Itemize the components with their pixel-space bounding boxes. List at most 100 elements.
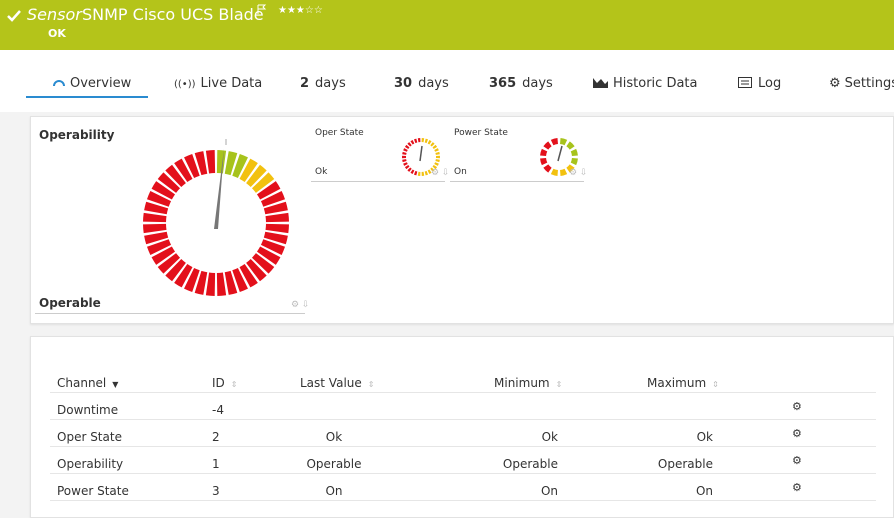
maximum: Operable	[657, 457, 713, 471]
gauge-underline	[450, 181, 584, 182]
gauge-segment	[165, 258, 186, 282]
gauge-segment	[435, 159, 440, 163]
channel-name[interactable]: Downtime	[57, 403, 119, 417]
gauge-segment	[404, 165, 410, 170]
sensor-title: SNMP Cisco UCS Blade	[82, 5, 264, 24]
sort-arrow[interactable]: ⇕	[712, 380, 719, 389]
sort-arrow[interactable]: ⇕	[555, 380, 563, 389]
tab-settings[interactable]: ⚙ Settings	[829, 76, 894, 91]
gauge-segment	[402, 159, 407, 163]
gauge-segment	[144, 201, 169, 215]
gauge-segment	[403, 162, 408, 166]
gauge-segment	[421, 138, 425, 143]
gauge-segment	[421, 171, 425, 176]
column-header[interactable]: Minimum ⇕	[494, 376, 563, 390]
sort-arrow[interactable]: ⇕	[367, 380, 375, 389]
gauge-segment	[407, 167, 412, 172]
sensor-prefix: Sensor	[27, 5, 82, 24]
gauge-segment	[570, 148, 578, 156]
column-header[interactable]: ID ⇕	[212, 376, 238, 390]
gauge-needle	[419, 145, 423, 162]
gauge-segment	[263, 231, 288, 245]
gauge-segment	[232, 153, 248, 179]
tab-2-days[interactable]: 2 days	[300, 76, 346, 91]
gauge-segment	[427, 169, 432, 175]
gauge-segment	[550, 138, 558, 146]
gauge-segment	[239, 263, 258, 288]
gauge-segment	[224, 151, 238, 176]
icon	[593, 78, 608, 88]
gauge-segment	[216, 272, 227, 296]
gauge-segment	[184, 153, 200, 179]
gauge-segment	[246, 164, 267, 188]
svg-text:★★★☆☆: ★★★☆☆	[278, 5, 323, 16]
gauge-segment	[427, 139, 432, 145]
sensor-status: OK	[48, 27, 66, 40]
column-header[interactable]: Last Value ⇕	[300, 376, 375, 390]
gauge-segment	[540, 158, 548, 166]
column-header[interactable]: Channel ▼	[57, 376, 119, 390]
header: Sensor SNMP Cisco UCS Blade ★★★☆☆ OK	[0, 0, 894, 50]
sort-arrow[interactable]: ▼	[112, 380, 119, 389]
gauge-segment	[144, 231, 169, 245]
channel-name[interactable]: Oper State	[57, 430, 122, 444]
gauge-tools[interactable]: ⚙ ⇩	[569, 168, 587, 178]
tab-label: Log	[758, 76, 782, 91]
tab-log[interactable]: Log	[738, 76, 781, 91]
tab-overview[interactable]: Overview	[52, 76, 131, 91]
tab-count: 30	[394, 76, 413, 91]
gauge-segment	[157, 172, 181, 193]
tab-30-days[interactable]: 30 days	[394, 76, 449, 91]
icon: ⚙	[829, 76, 841, 91]
channel-name[interactable]: Power State	[57, 484, 129, 498]
gauge-segment	[402, 151, 407, 155]
gauge-underline	[311, 181, 445, 182]
gauge-segment	[151, 181, 176, 200]
gauge-segment	[410, 139, 415, 145]
gauge-segment	[404, 144, 410, 149]
gauge-segment	[540, 148, 548, 156]
column-header[interactable]: Maximum ⇕	[647, 376, 719, 390]
icon: ((•))	[174, 79, 196, 90]
icon	[53, 80, 65, 87]
gauge-segment	[184, 267, 200, 293]
gauge-segment	[430, 142, 435, 147]
channel-name[interactable]: Operability	[57, 457, 124, 471]
tab-bar: Overview ((•)) Live Data 2 days 30 days 365…	[0, 50, 894, 112]
gauge-segment	[430, 167, 435, 172]
gauge-title: Oper State	[315, 128, 364, 138]
gauge-tools[interactable]: ⚙ ⇩	[431, 168, 449, 178]
tab-historic-data[interactable]: Historic Data	[593, 76, 698, 91]
gauge-value: On	[454, 167, 467, 177]
gauge-segment	[143, 223, 167, 234]
channel-settings[interactable]: ⚙	[792, 427, 802, 440]
gauge-segment	[174, 263, 193, 288]
channel-settings[interactable]: ⚙	[792, 400, 802, 413]
gauge-segment	[424, 138, 429, 144]
gauge-segment	[205, 150, 216, 174]
gauge-segment	[417, 171, 421, 176]
gauge-value: Operable	[39, 296, 101, 310]
gauge-segment	[256, 181, 281, 200]
gauge-segment	[205, 272, 216, 296]
gauge-segment	[434, 162, 439, 166]
channel-settings[interactable]: ⚙	[792, 481, 802, 494]
row-divider	[50, 392, 876, 393]
gauge-segment	[543, 141, 552, 150]
gauge-segment	[432, 165, 438, 170]
tab-label: days	[315, 76, 346, 91]
gauge-segment	[413, 138, 418, 144]
tab-365-days[interactable]: 365 days	[489, 76, 553, 91]
gauge-segment	[570, 158, 578, 166]
minimum: On	[540, 484, 558, 498]
gauge-segment	[146, 191, 172, 207]
channel-panel	[30, 336, 894, 518]
gauge-tools[interactable]: ⚙ ⇩	[291, 300, 309, 310]
gauge-needle	[557, 145, 563, 162]
gauge-segment	[143, 212, 167, 223]
sort-arrow[interactable]: ⇕	[230, 380, 238, 389]
priority-stars[interactable]: ★★★☆☆	[256, 4, 326, 16]
channel-settings[interactable]: ⚙	[792, 454, 802, 467]
tab-live-data[interactable]: ((•)) Live Data	[174, 76, 262, 91]
